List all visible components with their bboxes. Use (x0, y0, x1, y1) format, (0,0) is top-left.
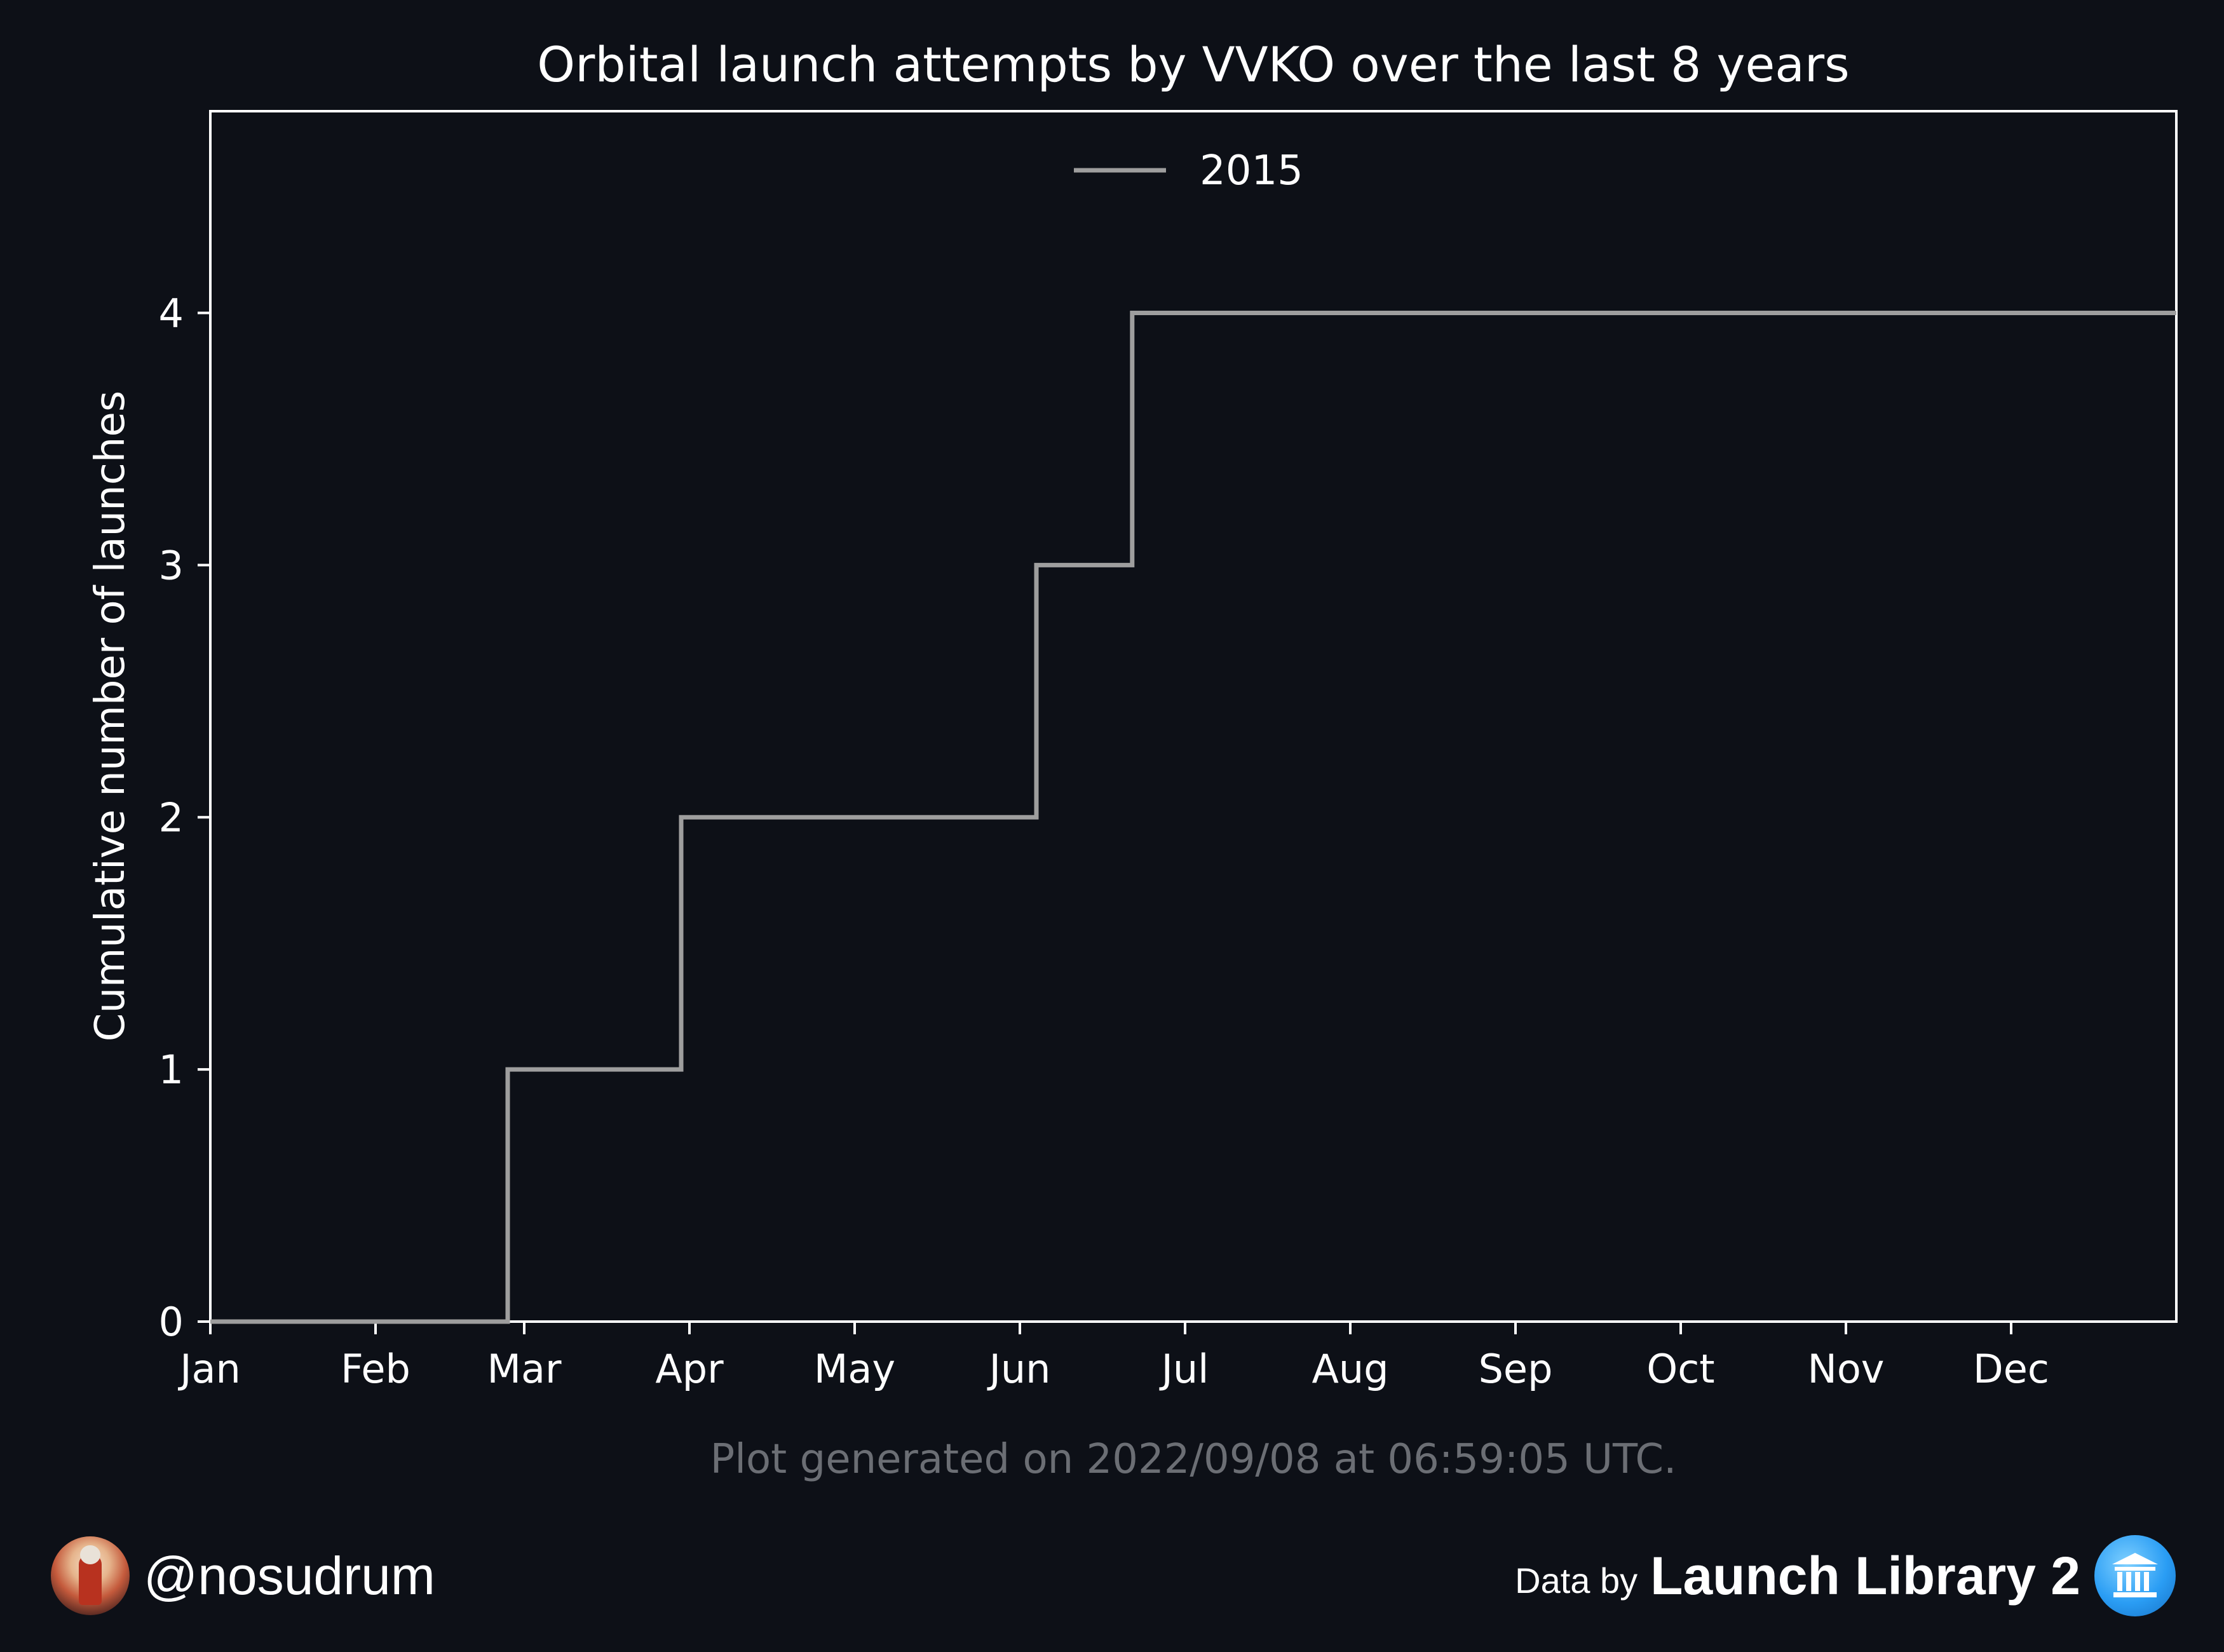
astronaut-helmet (80, 1545, 100, 1564)
x-tick-label: Dec (1973, 1346, 2049, 1392)
launch-library-logo-icon (2094, 1535, 2176, 1616)
y-tick-label: 2 (159, 794, 184, 841)
legend: 2015 (1074, 147, 1303, 194)
series-layer (210, 311, 2176, 1324)
x-tick-label: Nov (1807, 1346, 1884, 1392)
plot-generated-caption: Plot generated on 2022/09/08 at 06:59:05… (710, 1436, 1677, 1483)
chart-title: Orbital launch attempts by VVKO over the… (537, 36, 1849, 93)
x-tick-label: Oct (1646, 1346, 1714, 1392)
data-source-name: Launch Library 2 (1650, 1545, 2080, 1606)
x-tick-label: Jan (177, 1346, 241, 1392)
x-tick-label: Feb (341, 1346, 410, 1392)
avatar (51, 1536, 130, 1615)
legend-label-2015: 2015 (1200, 147, 1303, 194)
x-axis: Jan Feb Mar Apr May Jun Jul Aug Sep Oct Nov Dec (177, 1322, 2049, 1392)
data-source-credit: Data by Launch Library 2 (1515, 1534, 2176, 1617)
building-columns-icon (2112, 1553, 2158, 1597)
x-tick-label: Jun (987, 1346, 1051, 1392)
x-tick-label: Sep (1479, 1346, 1553, 1392)
x-tick-label: Mar (487, 1346, 562, 1392)
series-line-2015 (210, 311, 2176, 1324)
y-axis-label: Cumulative number of launches (87, 391, 134, 1041)
y-axis: 0 1 2 3 4 (159, 290, 210, 1345)
x-tick-label: Apr (655, 1346, 724, 1392)
x-tick-label: Jul (1159, 1346, 1209, 1392)
y-tick-label: 1 (159, 1046, 184, 1093)
x-tick-label: Aug (1312, 1346, 1388, 1392)
x-tick-label: May (814, 1346, 895, 1392)
author-credit: @nosudrum (51, 1534, 435, 1617)
data-by-label: Data by (1515, 1560, 1638, 1601)
y-tick-label: 3 (159, 542, 184, 588)
y-tick-label: 4 (159, 290, 184, 337)
y-tick-label: 0 (159, 1299, 184, 1345)
author-handle: @nosudrum (144, 1545, 435, 1606)
plot-area-frame (209, 110, 2178, 1323)
